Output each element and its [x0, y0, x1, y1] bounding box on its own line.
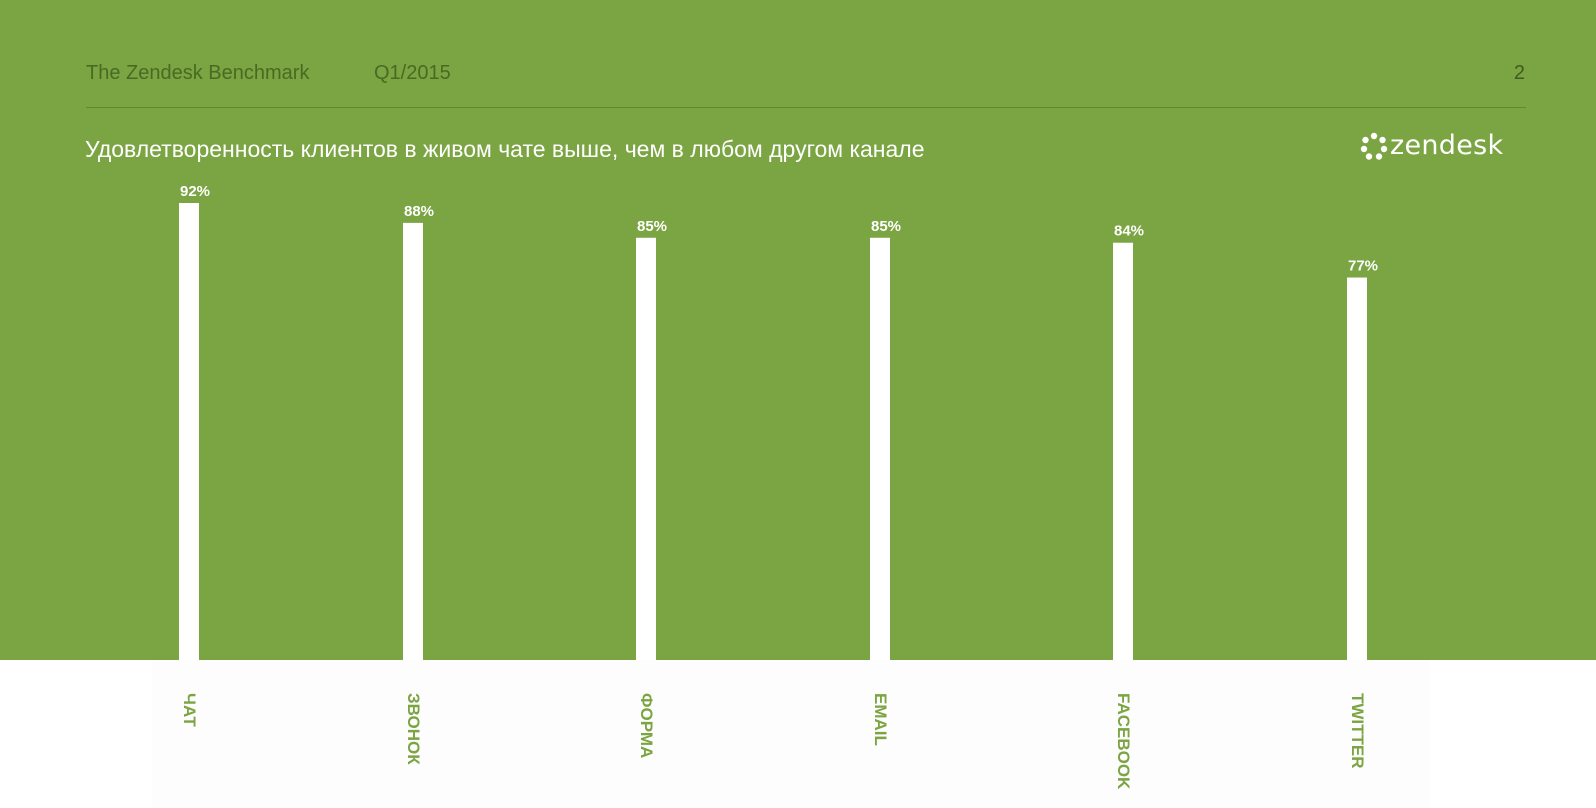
value-label-4: 84% [1114, 223, 1144, 240]
bar-2 [636, 237, 656, 660]
zendesk-logo-icon [1360, 132, 1388, 160]
report-period: Q1/2015 [374, 62, 451, 84]
page-number: 2 [1513, 62, 1525, 84]
category-label-panel [152, 660, 1430, 808]
value-label-3: 85% [871, 218, 901, 235]
value-label-1: 88% [404, 203, 434, 220]
zendesk-logo-text: zendesk [1390, 130, 1504, 161]
report-title: The Zendesk Benchmark [86, 62, 310, 84]
header-divider [86, 107, 1526, 108]
value-label-5: 77% [1348, 258, 1378, 275]
category-label-text-3: EMAIL [871, 693, 890, 746]
bar-5 [1347, 277, 1367, 660]
category-label-text-4: FACEBOOK [1114, 693, 1133, 790]
category-label-text-1: ЗВОНОК [404, 693, 423, 765]
category-label-text-2: ФОРМА [637, 693, 656, 759]
chart-title: Удовлетворенность клиентов в живом чате … [85, 136, 925, 162]
bar-3 [870, 237, 890, 660]
chart-background [0, 0, 1596, 660]
bar-4 [1113, 242, 1133, 660]
category-label-text-5: TWITTER [1348, 693, 1367, 769]
value-label-0: 92% [180, 183, 210, 200]
bar-1 [403, 222, 423, 660]
bar-chart: 92% 88% 85% 85% 84% 77% [179, 183, 1378, 660]
zendesk-logo: zendesk [1360, 130, 1503, 166]
bar-0 [179, 203, 199, 660]
category-label-text-0: ЧАТ [180, 693, 199, 727]
value-label-2: 85% [637, 218, 667, 235]
